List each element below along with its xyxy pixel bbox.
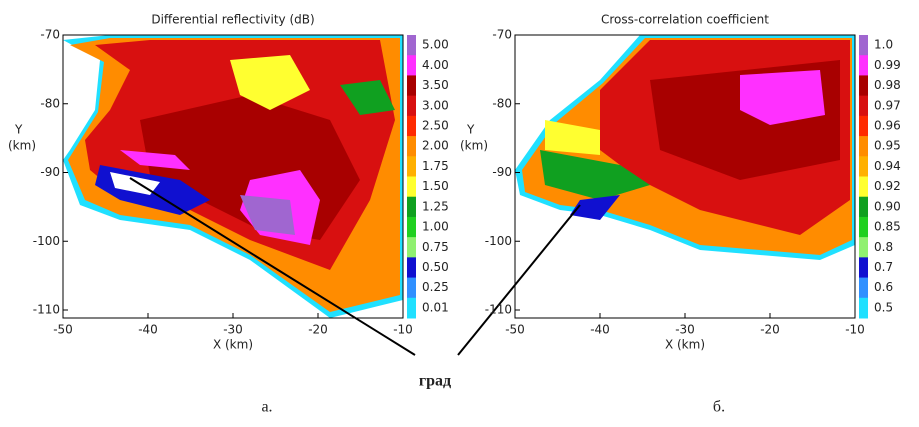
colorbar-swatch xyxy=(407,35,416,56)
y-tick-label: -110 xyxy=(33,303,60,317)
colorbar-swatch xyxy=(407,95,416,117)
colorbar-swatch xyxy=(859,257,868,279)
colorbar-swatch xyxy=(859,115,868,137)
panel-title: Differential reflectivity (dB) xyxy=(151,13,314,27)
y-tick-label: -110 xyxy=(485,303,512,317)
colorbar-swatch xyxy=(407,55,416,76)
colorbar-swatch xyxy=(407,216,416,238)
colorbar-swatch xyxy=(407,156,416,177)
y-tick-label: -90 xyxy=(492,165,512,179)
x-axis-label: X (km) xyxy=(213,338,253,352)
colorbar-label: 0.97 xyxy=(874,98,901,112)
colorbar-label: 2.00 xyxy=(422,139,449,153)
colorbar-swatch xyxy=(407,75,416,97)
colorbar-label: 1.50 xyxy=(422,179,449,193)
y-axis-unit: (km) xyxy=(460,139,488,153)
colorbar-label: 5.00 xyxy=(422,38,449,52)
colorbar-swatch xyxy=(407,196,416,218)
colorbar-swatch xyxy=(859,237,868,258)
colorbar-swatch xyxy=(859,55,868,76)
colorbar-swatch xyxy=(407,257,416,279)
annotation-line xyxy=(129,177,416,356)
y-tick-label: -80 xyxy=(40,96,60,110)
x-tick-label: -50 xyxy=(53,323,73,337)
x-tick-label: -10 xyxy=(393,323,413,337)
colorbar-label: 0.95 xyxy=(874,139,901,153)
colorbar-label: 1.00 xyxy=(422,220,449,234)
colorbar-label: 3.00 xyxy=(422,98,449,112)
colorbar-label: 0.8 xyxy=(874,240,893,254)
colorbar-swatch xyxy=(859,95,868,117)
colorbar-label: 0.7 xyxy=(874,260,893,274)
panel-label: а. xyxy=(261,399,272,416)
colorbar-label: 0.98 xyxy=(874,78,901,92)
colorbar-label: 0.6 xyxy=(874,280,893,294)
y-axis-unit: (km) xyxy=(8,139,36,153)
colorbar-swatch xyxy=(859,136,868,157)
colorbar-label: 0.75 xyxy=(422,240,449,254)
colorbar-label: 0.85 xyxy=(874,220,901,234)
y-tick-label: -100 xyxy=(33,234,60,248)
colorbar-label: 4.00 xyxy=(422,58,449,72)
x-tick-label: -40 xyxy=(138,323,158,337)
colorbar-label: 2.50 xyxy=(422,118,449,132)
x-tick-label: -50 xyxy=(505,323,525,337)
colorbar-label: 0.94 xyxy=(874,159,901,173)
y-axis-label: Y xyxy=(466,123,475,137)
field-left xyxy=(63,35,403,318)
panel-title: Cross-correlation coefficient xyxy=(601,13,769,27)
colorbar-label: 1.75 xyxy=(422,159,449,173)
colorbar-label: 0.96 xyxy=(874,118,901,132)
colorbar-swatch xyxy=(859,156,868,177)
y-tick-label: -70 xyxy=(492,28,512,42)
x-axis-label: X (km) xyxy=(665,338,705,352)
annotation-line xyxy=(457,204,581,356)
colorbar-label: 1.25 xyxy=(422,199,449,213)
colorbar-swatch xyxy=(859,75,868,97)
x-tick-label: -30 xyxy=(223,323,243,337)
colorbar-label: 0.01 xyxy=(422,300,449,314)
colorbar-swatch xyxy=(407,176,416,198)
annotation: град xyxy=(419,373,451,390)
y-tick-label: -90 xyxy=(40,165,60,179)
y-axis-label: Y xyxy=(14,123,23,137)
colorbar-swatch xyxy=(407,277,416,299)
colorbar-swatch xyxy=(407,115,416,137)
colorbar-swatch xyxy=(407,297,416,319)
y-tick-label: -100 xyxy=(485,234,512,248)
colorbar-swatch xyxy=(859,196,868,218)
colorbar-swatch xyxy=(407,237,416,258)
field-right xyxy=(515,35,855,260)
colorbar-label: 0.25 xyxy=(422,280,449,294)
colorbar-swatch xyxy=(859,297,868,319)
panel-label: б. xyxy=(713,399,725,416)
y-tick-label: -80 xyxy=(492,96,512,110)
colorbar-label: 3.50 xyxy=(422,78,449,92)
colorbar-label: 1.0 xyxy=(874,38,893,52)
y-tick-label: -70 xyxy=(40,28,60,42)
colorbar-label: 0.50 xyxy=(422,260,449,274)
colorbar-swatch xyxy=(407,136,416,157)
colorbar-swatch xyxy=(859,35,868,56)
colorbar-swatch xyxy=(859,216,868,238)
colorbar-label: 0.90 xyxy=(874,199,901,213)
x-tick-label: -40 xyxy=(590,323,610,337)
x-tick-label: -20 xyxy=(308,323,328,337)
x-tick-label: -10 xyxy=(845,323,865,337)
colorbar-label: 0.99 xyxy=(874,58,901,72)
colorbar-swatch xyxy=(859,176,868,198)
x-tick-label: -20 xyxy=(760,323,780,337)
colorbar-label: 0.92 xyxy=(874,179,901,193)
colorbar-swatch xyxy=(859,277,868,299)
x-tick-label: -30 xyxy=(675,323,695,337)
colorbar-label: 0.5 xyxy=(874,300,893,314)
